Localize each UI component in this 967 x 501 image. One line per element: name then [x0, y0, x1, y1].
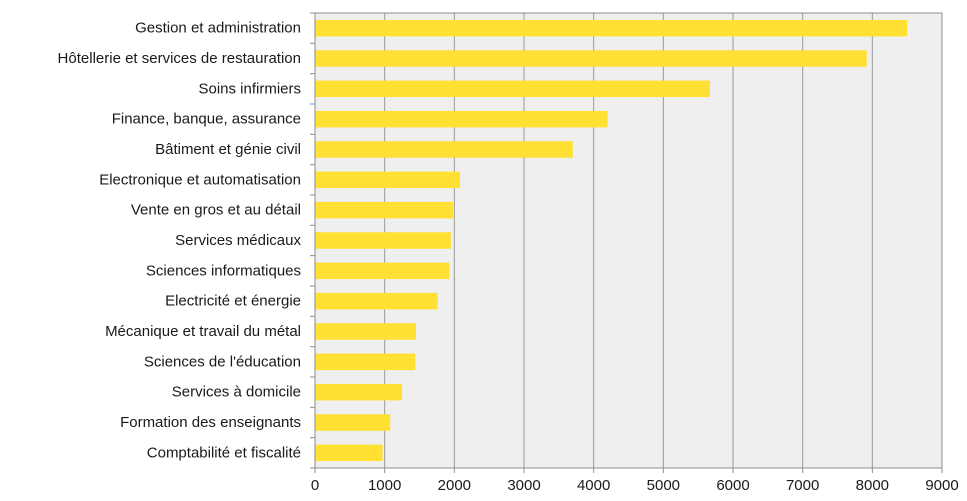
bar	[315, 80, 711, 98]
x-tick-label: 4000	[577, 477, 610, 494]
bar	[315, 50, 867, 67]
x-tick-label: 6000	[716, 477, 749, 494]
bar	[315, 383, 403, 401]
bars	[315, 19, 908, 462]
x-tick-label: 8000	[856, 477, 889, 494]
x-tick-label: 7000	[786, 477, 819, 494]
category-label: Finance, banque, assurance	[112, 111, 301, 128]
axes	[310, 12, 943, 473]
category-label: Services à domicile	[172, 384, 301, 401]
bar	[315, 444, 383, 462]
bar	[315, 292, 438, 310]
bar	[315, 232, 451, 249]
category-label: Soins infirmiers	[198, 80, 301, 97]
category-label: Sciences de l'éducation	[144, 353, 301, 370]
category-label: Comptabilité et fiscalité	[147, 444, 301, 461]
category-label: Sciences informatiques	[146, 262, 301, 279]
category-label: Electricité et énergie	[165, 293, 301, 310]
x-tick-labels: 0 1000 2000 3000 4000 5000 6000 7000 8000 9000	[311, 477, 959, 494]
bar	[315, 19, 908, 37]
category-label: Vente en gros et au détail	[131, 202, 301, 219]
bar	[315, 171, 460, 189]
x-tick-label: 2000	[438, 477, 471, 494]
category-label: Gestion et administration	[135, 20, 301, 37]
category-label: Mécanique et travail du métal	[105, 323, 301, 340]
x-tick-label: 1000	[368, 477, 401, 494]
x-tick-label: 0	[311, 477, 319, 494]
x-tick-label: 3000	[507, 477, 540, 494]
bar	[315, 201, 453, 219]
bar	[315, 262, 450, 280]
category-label: Hôtellerie et services de restauration	[58, 50, 301, 67]
bar	[315, 323, 417, 340]
bar	[315, 414, 391, 431]
plot-frame	[314, 12, 943, 469]
bar	[315, 353, 416, 371]
bar	[315, 110, 608, 128]
category-label: Formation des enseignants	[120, 414, 301, 431]
x-tick-label: 5000	[647, 477, 680, 494]
category-label: Bâtiment et génie civil	[155, 141, 301, 158]
category-label: Electronique et automatisation	[99, 171, 301, 188]
x-tick-label: 9000	[925, 477, 958, 494]
category-label: Services médicaux	[175, 232, 301, 249]
bar	[315, 141, 573, 158]
category-labels: Gestion et administration Hôtellerie et s…	[58, 20, 302, 462]
